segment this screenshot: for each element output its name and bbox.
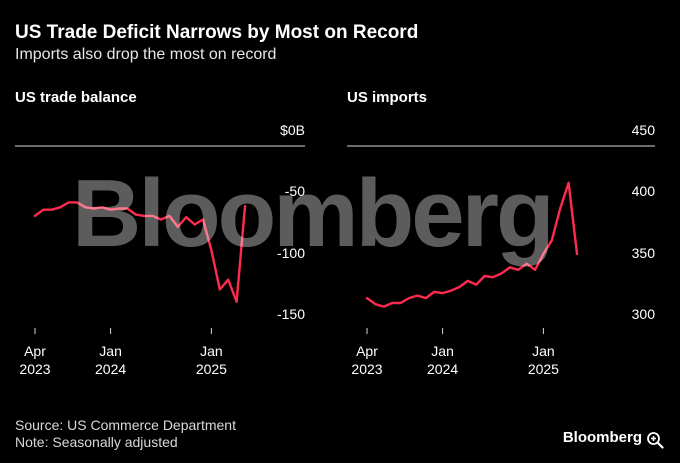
x-tick-label: Jan: [532, 343, 555, 359]
x-tick-year-label: 2023: [351, 361, 382, 377]
series-line: [365, 181, 579, 308]
y-tick-label: -150: [277, 306, 305, 322]
source-note: Source: US Commerce Department: [15, 417, 236, 433]
x-tick-label: Apr: [356, 343, 378, 359]
x-tick-label: Jan: [99, 343, 122, 359]
panel-title-trade-balance: US trade balance: [15, 89, 137, 106]
x-tick-year-label: 2024: [427, 361, 458, 377]
trade-balance-panel: $0B -50 -100 -150 Apr 2023 Jan 2024 Jan 2025: [15, 122, 305, 377]
bloomberg-logo: Bloomberg: [562, 429, 642, 446]
y-tick-label: 450: [632, 122, 656, 138]
panel-title-imports: US imports: [347, 89, 428, 106]
x-tick-year-label: 2025: [528, 361, 559, 377]
chart-title: US Trade Deficit Narrows by Most on Reco…: [15, 22, 419, 43]
x-tick-label: Apr: [24, 343, 46, 359]
x-tick-year-label: 2025: [196, 361, 227, 377]
series-line: [33, 201, 247, 303]
y-tick-label: 300: [632, 306, 656, 322]
y-tick-label: 350: [632, 245, 656, 261]
y-tick-label: 400: [632, 183, 656, 199]
seasonal-note: Note: Seasonally adjusted: [15, 434, 178, 450]
y-tick-label: -50: [285, 183, 305, 199]
x-tick-label: Jan: [200, 343, 223, 359]
y-tick-label: -100: [277, 245, 305, 261]
y-tick-label: $0B: [280, 122, 305, 138]
x-tick-label: Jan: [431, 343, 454, 359]
imports-panel: 450 400 350 300 Apr 2023 Jan 2024 Jan 2025: [347, 122, 655, 377]
zoom-in-icon[interactable]: [646, 431, 664, 449]
x-tick-year-label: 2024: [95, 361, 126, 377]
x-tick-year-label: 2023: [19, 361, 50, 377]
chart-subtitle: Imports also drop the most on record: [15, 46, 277, 63]
